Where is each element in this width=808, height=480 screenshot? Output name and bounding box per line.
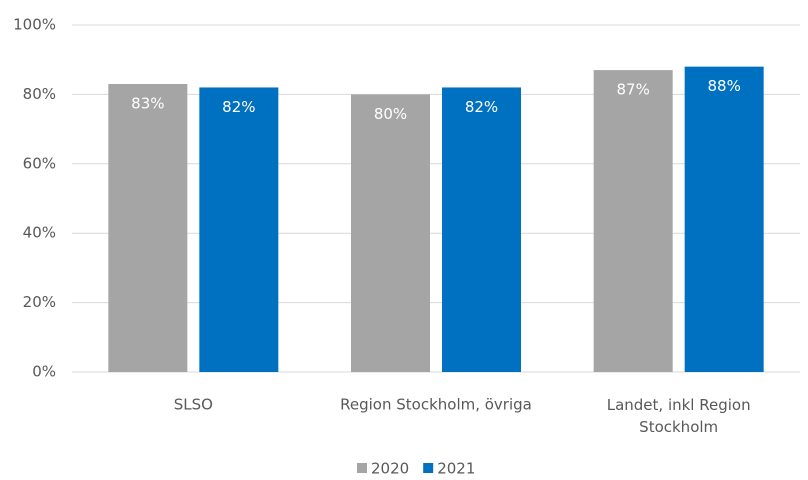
legend-swatch — [423, 463, 434, 473]
y-tick-label: 20% — [23, 293, 56, 311]
data-label: 80% — [374, 105, 407, 123]
data-label: 88% — [707, 77, 740, 95]
x-tick-label: SLSO — [174, 396, 213, 414]
legend-swatch — [357, 463, 367, 473]
bar — [684, 66, 764, 372]
data-label: 83% — [131, 94, 164, 112]
data-label: 87% — [616, 81, 649, 99]
legend-label: 2021 — [437, 460, 475, 478]
y-tick-label: 100% — [13, 16, 56, 34]
data-label: 82% — [465, 98, 498, 116]
x-tick-label: Landet, inkl Region Stockholm — [607, 396, 751, 436]
y-tick-label: 0% — [32, 363, 56, 381]
y-tick-label: 40% — [23, 224, 56, 242]
y-tick-label: 80% — [23, 85, 56, 103]
bar — [442, 87, 521, 373]
x-tick-label-line: Landet, inkl Region — [607, 396, 751, 414]
bar — [593, 70, 673, 373]
y-tick-label: 60% — [23, 154, 56, 172]
legend-label: 2020 — [371, 460, 409, 478]
x-tick-label-line: Stockholm — [639, 418, 718, 436]
bar — [351, 94, 430, 373]
data-label: 82% — [222, 98, 255, 116]
x-tick-label: Region Stockholm, övriga — [340, 396, 532, 414]
bar — [199, 87, 279, 373]
bar — [108, 83, 188, 373]
